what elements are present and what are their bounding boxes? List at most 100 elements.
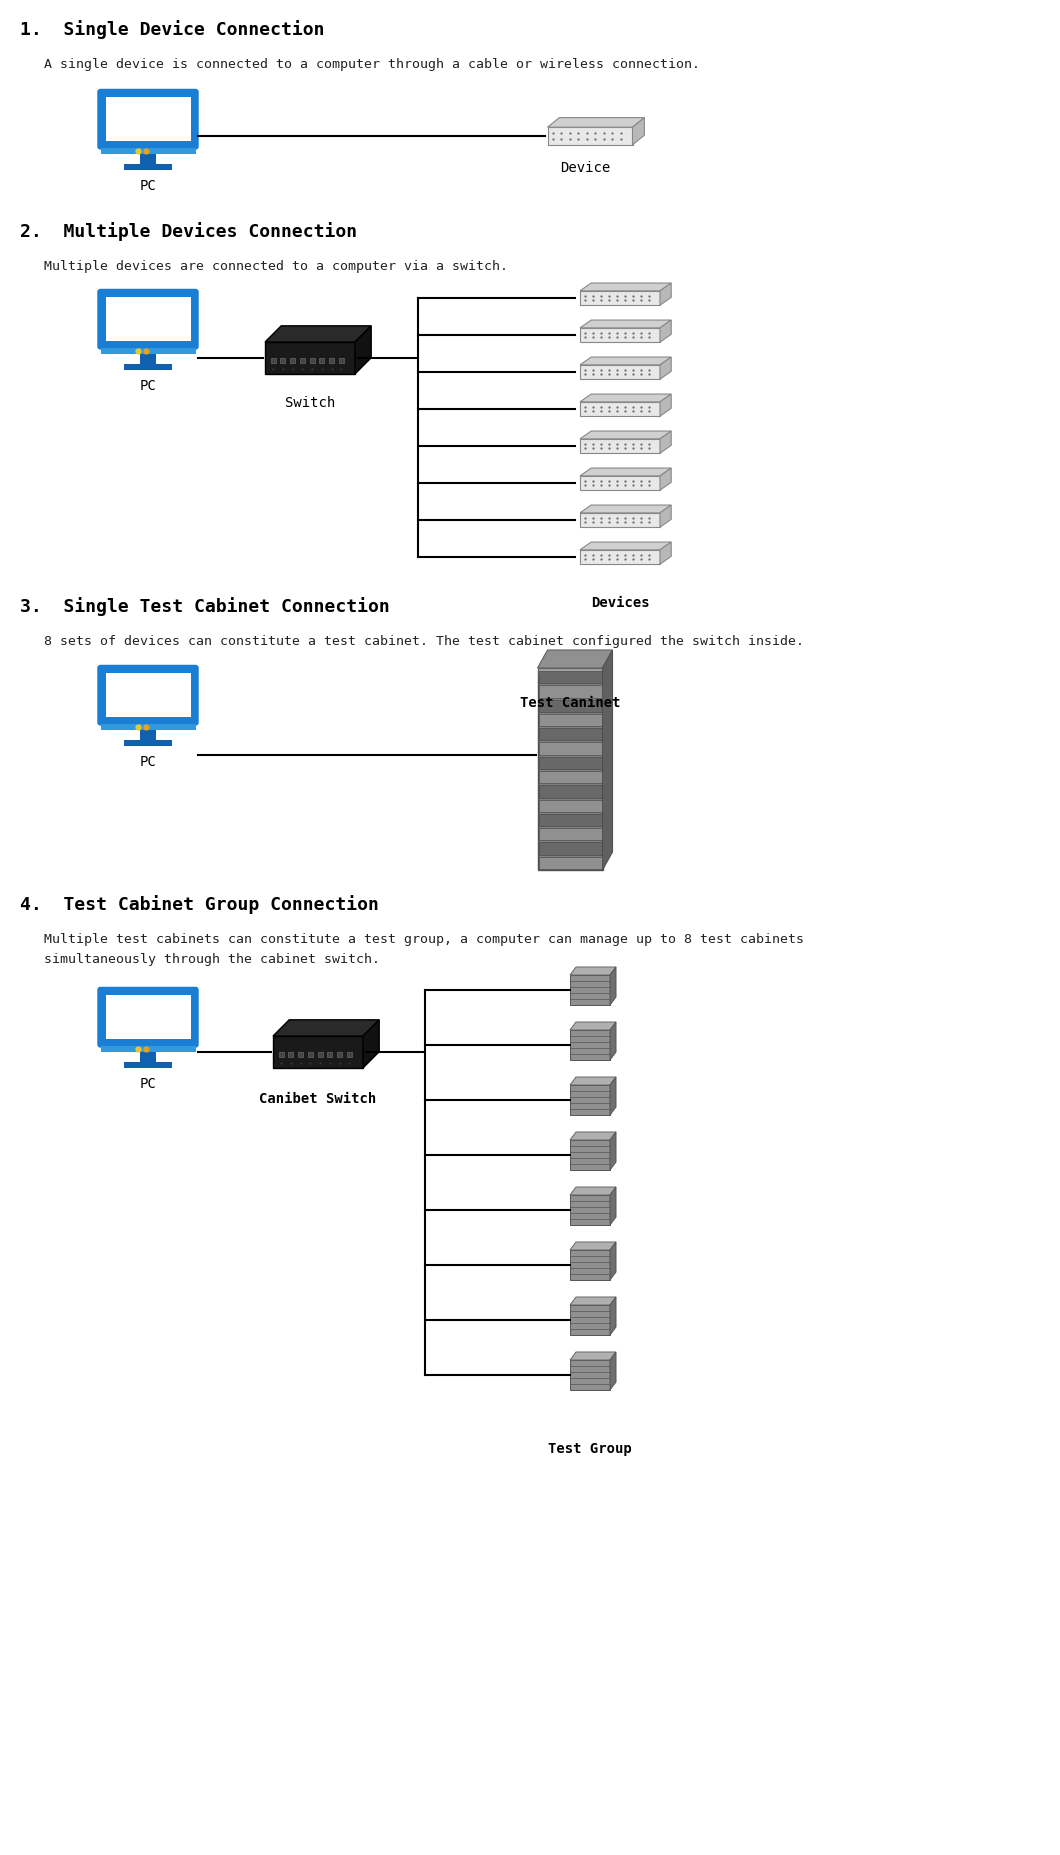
Polygon shape	[660, 321, 671, 341]
Polygon shape	[633, 117, 644, 145]
Bar	[273, 1037, 363, 1068]
Bar	[580, 291, 660, 306]
Polygon shape	[610, 1022, 616, 1059]
Polygon shape	[610, 1078, 616, 1115]
Bar	[307, 1052, 313, 1057]
Polygon shape	[363, 1020, 379, 1068]
Bar	[319, 358, 324, 364]
Polygon shape	[537, 649, 613, 668]
Bar	[537, 670, 602, 870]
Text: Multiple test cabinets can constitute a test group, a computer can manage up to : Multiple test cabinets can constitute a …	[20, 933, 803, 946]
Polygon shape	[580, 467, 671, 477]
Polygon shape	[660, 393, 671, 416]
Polygon shape	[660, 542, 671, 564]
Polygon shape	[580, 321, 671, 328]
Polygon shape	[610, 1187, 616, 1224]
Polygon shape	[610, 1297, 616, 1336]
Text: Devices: Devices	[590, 595, 650, 610]
Polygon shape	[570, 1187, 616, 1195]
Bar	[290, 358, 295, 364]
Bar	[538, 800, 601, 812]
Bar	[101, 1046, 195, 1052]
Polygon shape	[273, 1020, 379, 1037]
Bar	[140, 731, 156, 740]
Bar	[337, 1052, 342, 1057]
Text: 3.  Single Test Cabinet Connection: 3. Single Test Cabinet Connection	[20, 597, 390, 616]
Bar	[101, 349, 195, 354]
Bar	[538, 842, 601, 855]
Bar	[570, 1360, 610, 1389]
Polygon shape	[548, 117, 644, 128]
Text: PC: PC	[140, 755, 157, 770]
Bar	[580, 403, 660, 416]
Polygon shape	[602, 649, 613, 870]
Text: Test Caninet: Test Caninet	[519, 696, 620, 710]
Bar	[270, 358, 276, 364]
Polygon shape	[580, 393, 671, 403]
Polygon shape	[580, 505, 671, 512]
Bar	[538, 757, 601, 770]
Text: simultaneously through the cabinet switch.: simultaneously through the cabinet switc…	[20, 953, 379, 966]
Bar	[570, 1085, 610, 1115]
Bar	[280, 358, 285, 364]
Polygon shape	[660, 284, 671, 306]
Bar	[265, 341, 355, 375]
Polygon shape	[580, 284, 671, 291]
Bar	[124, 364, 172, 369]
Bar	[106, 994, 191, 1039]
Bar	[570, 976, 610, 1005]
Polygon shape	[570, 1243, 616, 1250]
Bar	[310, 358, 315, 364]
Bar	[570, 1250, 610, 1280]
Bar	[538, 814, 601, 825]
Bar	[580, 328, 660, 341]
Text: 1.  Single Device Connection: 1. Single Device Connection	[20, 20, 324, 39]
Bar	[538, 742, 601, 755]
Bar	[538, 827, 601, 840]
Polygon shape	[610, 966, 616, 1005]
Bar	[106, 673, 191, 718]
Polygon shape	[610, 1352, 616, 1389]
Bar	[548, 128, 633, 145]
Bar	[538, 857, 601, 868]
Bar	[580, 549, 660, 564]
Polygon shape	[570, 1352, 616, 1360]
Bar	[101, 725, 195, 731]
Bar	[537, 668, 602, 677]
Polygon shape	[580, 542, 671, 549]
FancyBboxPatch shape	[99, 989, 197, 1046]
Bar	[538, 729, 601, 740]
Bar	[570, 1306, 610, 1336]
Bar	[298, 1052, 303, 1057]
Bar	[538, 714, 601, 725]
Bar	[279, 1052, 283, 1057]
Polygon shape	[580, 430, 671, 440]
Polygon shape	[660, 505, 671, 527]
Text: 8 sets of devices can constitute a test cabinet. The test cabinet configured the: 8 sets of devices can constitute a test …	[20, 634, 803, 647]
Text: Device: Device	[560, 161, 611, 174]
Bar	[580, 477, 660, 490]
Bar	[106, 96, 191, 141]
Text: 4.  Test Cabinet Group Connection: 4. Test Cabinet Group Connection	[20, 894, 378, 915]
Polygon shape	[610, 1243, 616, 1280]
Text: 2.  Multiple Devices Connection: 2. Multiple Devices Connection	[20, 223, 357, 241]
Polygon shape	[355, 326, 371, 375]
Bar	[538, 672, 601, 683]
Polygon shape	[570, 1078, 616, 1085]
Text: Canibet Switch: Canibet Switch	[260, 1093, 376, 1106]
Text: Test Group: Test Group	[548, 1441, 632, 1456]
Bar	[300, 358, 305, 364]
Bar	[106, 297, 191, 341]
Bar	[140, 1052, 156, 1063]
Bar	[580, 440, 660, 453]
Bar	[570, 1141, 610, 1171]
FancyBboxPatch shape	[99, 291, 197, 349]
Bar	[347, 1052, 352, 1057]
Bar	[140, 154, 156, 165]
Bar	[538, 684, 601, 697]
Bar	[124, 1063, 172, 1068]
Text: PC: PC	[140, 1078, 157, 1091]
Bar	[318, 1052, 322, 1057]
Bar	[538, 785, 601, 798]
Bar	[329, 358, 334, 364]
